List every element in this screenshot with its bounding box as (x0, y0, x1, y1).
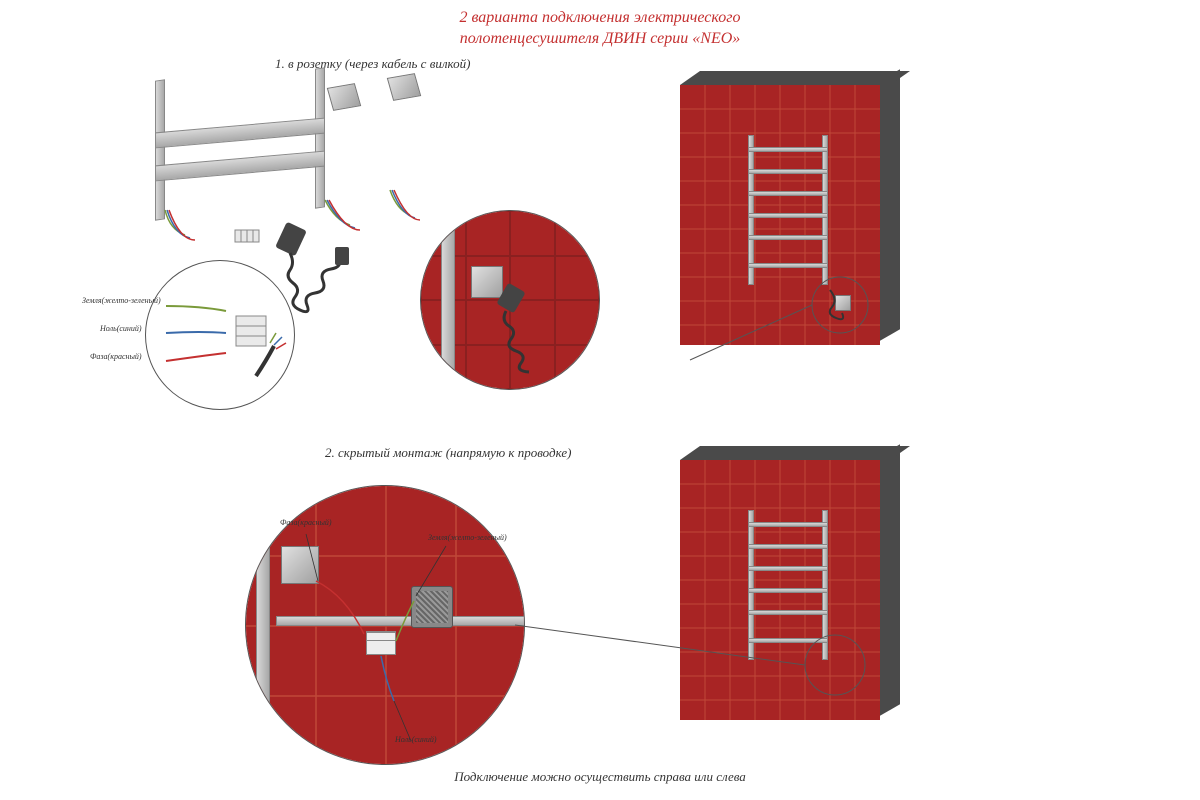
section1-label: 1. в розетку (через кабель с вилкой) (275, 56, 470, 72)
circle2-wires (246, 486, 525, 765)
wire-circle-svg (146, 261, 295, 410)
title-line2: полотенцесушителя ДВИН серии «NEO» (0, 29, 1200, 50)
label-neutral-2: Ноль(синий) (395, 735, 437, 744)
wall2-edge-right (880, 444, 900, 716)
label-neutral-1: Ноль(синий) (100, 324, 142, 333)
wall2-edge-top (680, 446, 910, 460)
section2-tile-circle (245, 485, 525, 765)
section2-label: 2. скрытый монтаж (напрямую к проводке) (325, 445, 571, 461)
section2-wall (680, 460, 900, 720)
main-title: 2 варианта подключения электрического по… (0, 0, 1200, 50)
title-line1: 2 варианта подключения электрического (0, 8, 1200, 29)
label-ground-2: Земля(желто-зеленый) (428, 533, 507, 542)
coil-cable-svg (275, 245, 395, 325)
section1-wall (680, 85, 900, 345)
section1-tile-circle (420, 210, 600, 390)
wall-edge-top (680, 71, 910, 85)
label-ground-1: Земля(желто-зеленый) (82, 296, 161, 305)
label-phase-1: Фаза(красный) (90, 352, 142, 361)
section1-rack-detail (135, 80, 455, 240)
wall-edge-right (880, 69, 900, 341)
bottom-note: Подключение можно осуществить справа или… (0, 769, 1200, 785)
wall-rack-1 (748, 135, 828, 285)
socket-plate (471, 266, 503, 298)
circle-rail-v (441, 211, 455, 390)
circle-coil-svg (471, 306, 581, 386)
label-phase-2: Фаза(красный) (280, 518, 332, 527)
section1-wire-circle (145, 260, 295, 410)
